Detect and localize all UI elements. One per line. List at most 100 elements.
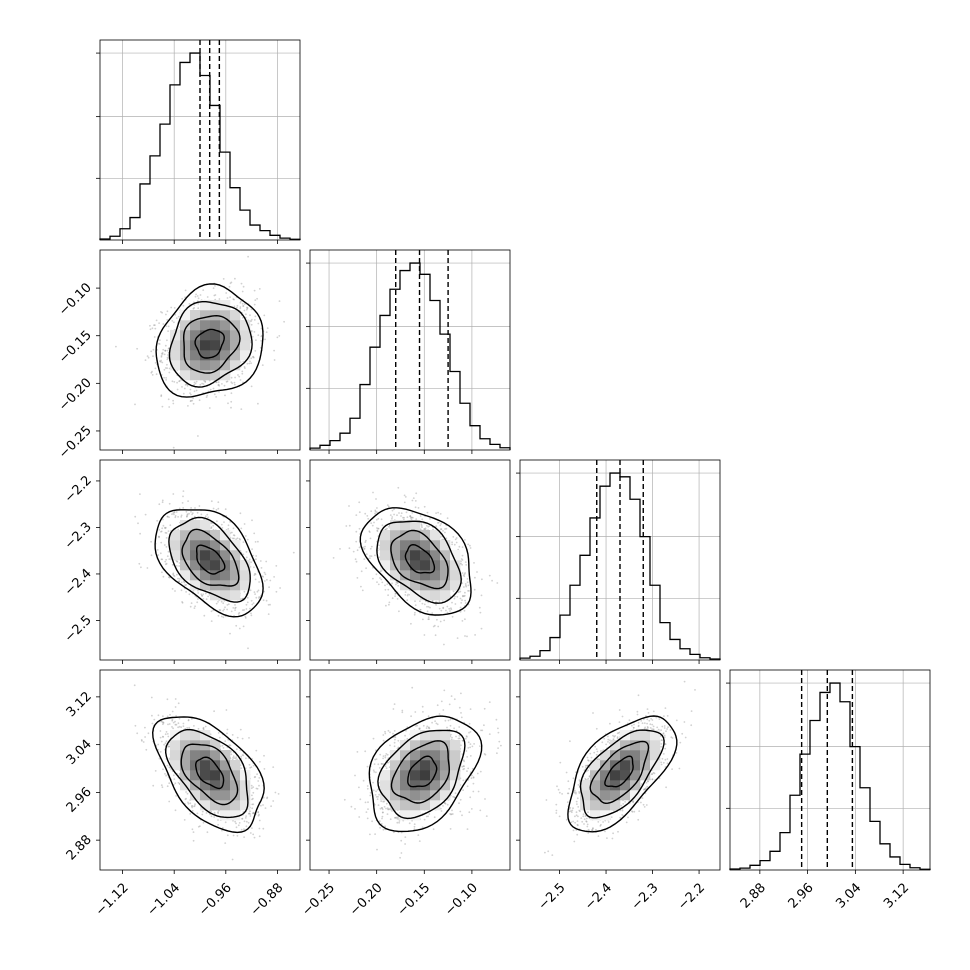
sample-point xyxy=(206,831,209,834)
sample-point xyxy=(455,541,458,544)
sample-point xyxy=(172,572,175,575)
sample-point xyxy=(158,360,161,363)
sample-point xyxy=(226,604,229,606)
sample-point xyxy=(454,538,457,541)
sample-point xyxy=(160,359,163,362)
density-cell xyxy=(180,530,191,541)
sample-point xyxy=(167,354,169,356)
contour-line xyxy=(168,301,253,388)
density-cell xyxy=(190,550,201,561)
sample-point xyxy=(230,281,233,284)
sample-point xyxy=(239,306,242,308)
sample-point xyxy=(457,591,460,594)
sample-point xyxy=(255,339,257,341)
density-cell xyxy=(190,330,201,341)
sample-point xyxy=(226,608,229,611)
sample-point xyxy=(215,602,218,605)
sample-point xyxy=(150,540,153,543)
contour-line xyxy=(168,516,251,603)
sample-point xyxy=(237,374,239,376)
sample-point xyxy=(376,527,378,529)
sample-point xyxy=(176,560,178,563)
sample-point xyxy=(201,382,204,385)
sample-point xyxy=(391,509,394,512)
sample-point xyxy=(184,289,187,292)
sample-point xyxy=(363,548,365,550)
contour-line xyxy=(376,520,462,604)
sample-point xyxy=(192,402,195,405)
density-cell xyxy=(190,350,201,361)
sample-point xyxy=(227,528,230,530)
sample-point xyxy=(205,598,208,601)
sample-point xyxy=(380,578,383,581)
density-cell xyxy=(410,550,421,561)
sample-point xyxy=(463,573,466,575)
sample-point xyxy=(248,558,251,561)
sample-point xyxy=(436,618,438,621)
sample-point xyxy=(207,516,210,519)
sample-point xyxy=(230,392,233,395)
sample-point xyxy=(195,293,198,296)
sample-point xyxy=(177,516,180,518)
sample-point xyxy=(239,728,242,731)
sample-point xyxy=(176,573,178,576)
sample-point xyxy=(155,319,158,322)
sample-point xyxy=(160,352,163,355)
sample-point xyxy=(212,287,215,290)
sample-point xyxy=(220,615,223,618)
density-cell xyxy=(180,350,191,361)
sample-point xyxy=(137,522,139,525)
sample-point xyxy=(469,544,471,547)
sample-point xyxy=(210,527,213,530)
density-cell xyxy=(210,360,221,371)
sample-point xyxy=(432,528,434,531)
sample-point xyxy=(188,303,191,305)
sample-point xyxy=(479,611,482,614)
sample-point xyxy=(373,521,375,524)
sample-point xyxy=(461,563,463,566)
sample-point xyxy=(191,399,194,402)
sample-point xyxy=(250,318,253,321)
sample-point xyxy=(402,516,404,519)
sample-point xyxy=(355,560,358,563)
sample-point xyxy=(444,528,446,530)
density-cell xyxy=(230,550,241,561)
sample-point xyxy=(385,604,387,607)
sample-point xyxy=(473,588,476,591)
sample-point xyxy=(162,524,165,527)
density-cell xyxy=(380,560,391,571)
sample-point xyxy=(184,584,186,586)
sample-point xyxy=(380,518,383,521)
density-cell xyxy=(200,560,211,571)
sample-point xyxy=(355,514,358,516)
sample-point xyxy=(386,583,389,585)
density-cell xyxy=(220,350,231,361)
sample-point xyxy=(239,301,242,304)
sample-point xyxy=(151,327,154,330)
sample-point xyxy=(186,515,188,518)
sample-point xyxy=(386,527,388,530)
sample-point xyxy=(250,362,253,365)
density-cell xyxy=(200,580,211,591)
sample-point xyxy=(216,520,218,523)
sample-point xyxy=(259,560,262,562)
sample-point xyxy=(370,545,373,548)
sample-point xyxy=(182,392,185,395)
sample-point xyxy=(250,385,253,388)
scatter-panel-3-1 xyxy=(96,459,301,664)
sample-point xyxy=(168,371,171,374)
sample-point xyxy=(440,609,443,612)
sample-point xyxy=(185,591,188,593)
sample-point xyxy=(258,581,260,583)
density-cell xyxy=(410,580,421,591)
sample-point xyxy=(195,389,198,392)
sample-point xyxy=(414,600,416,603)
sample-point xyxy=(461,582,464,584)
sample-point xyxy=(464,591,466,594)
sample-point xyxy=(435,604,437,606)
sample-point xyxy=(168,406,171,408)
sample-point xyxy=(165,379,168,381)
sample-point xyxy=(233,537,235,540)
sample-point xyxy=(453,543,456,546)
sample-point xyxy=(229,296,232,299)
